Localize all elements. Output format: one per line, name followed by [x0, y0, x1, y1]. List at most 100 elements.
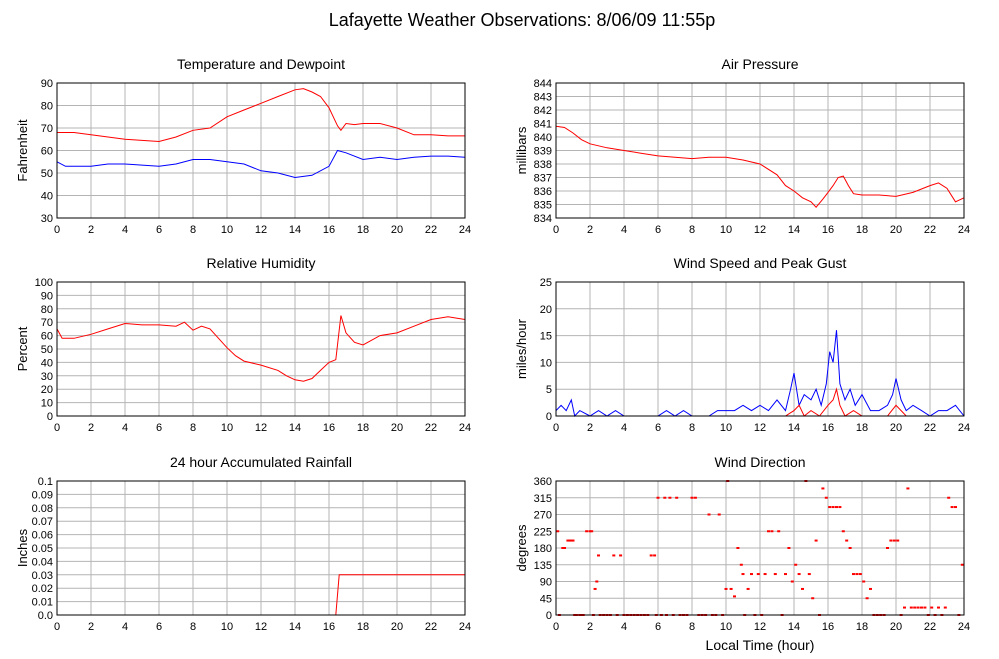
data-point	[741, 573, 745, 576]
y-axis-label: millibars	[514, 126, 529, 174]
data-point	[886, 547, 889, 549]
y-tick-label: 0.0	[38, 610, 53, 622]
x-tick-label: 20	[391, 224, 403, 236]
y-tick-label: 40	[41, 191, 53, 203]
y-tick-label: 225	[534, 526, 552, 538]
data-point	[828, 506, 832, 509]
y-axis-label: Inches	[15, 528, 30, 567]
x-tick-label: 20	[391, 621, 403, 633]
data-point	[763, 573, 767, 576]
y-tick-label: 70	[41, 123, 53, 135]
plot-frame	[555, 480, 965, 616]
x-tick-label: 2	[88, 422, 94, 434]
x-tick-label: 10	[221, 224, 233, 236]
y-tick-label: 843	[534, 92, 552, 104]
data-point	[923, 606, 927, 609]
x-tick-label: 24	[459, 621, 471, 633]
y-axis-label: degrees	[514, 524, 529, 571]
y-tick-label: 270	[534, 510, 552, 522]
series-line-1	[556, 387, 964, 417]
data-point	[649, 554, 653, 557]
x-tick-label: 10	[221, 422, 233, 434]
y-tick-label: 0.06	[32, 530, 53, 542]
y-tick-label: 837	[534, 173, 552, 185]
data-point	[892, 539, 896, 542]
data-point	[717, 513, 721, 516]
x-tick-label: 24	[958, 224, 970, 236]
y-tick-label: 90	[41, 78, 53, 90]
x-tick-label: 16	[822, 621, 834, 633]
data-point	[773, 573, 777, 576]
data-point	[724, 587, 728, 590]
x-tick-label: 2	[88, 224, 94, 236]
chart-panel-5: 0 2 4 6 8 10 12 14 16 18 20 22 240459013518022527031…	[514, 454, 970, 633]
chart-panel-1: 0 2 4 6 8 10 12 14 16 18 20 22 248348358368378388398…	[514, 56, 970, 236]
y-tick-label: 0.03	[32, 570, 53, 582]
panel-title: Temperature and Dewpoint	[177, 56, 345, 72]
panel-title: Wind Speed and Peak Gust	[674, 255, 847, 271]
series-line-0	[555, 125, 965, 208]
data-point	[794, 563, 798, 566]
y-tick-label: 838	[534, 159, 552, 171]
y-axis-label: Percent	[15, 326, 30, 371]
x-tick-label: 2	[587, 422, 593, 434]
x-tick-label: 6	[156, 621, 162, 633]
data-point	[690, 496, 694, 499]
x-tick-label: 12	[255, 422, 267, 434]
panel-title: Relative Humidity	[207, 255, 316, 271]
data-point	[568, 539, 572, 542]
y-tick-label: 90	[41, 290, 53, 302]
x-tick-label: 12	[754, 621, 766, 633]
x-tick-label: 18	[856, 422, 868, 434]
x-tick-label: 4	[122, 621, 128, 633]
x-tick-label: 18	[856, 224, 868, 236]
x-tick-label: 4	[122, 224, 128, 236]
y-tick-label: 70	[41, 317, 53, 329]
data-point	[838, 506, 842, 509]
y-tick-label: 315	[534, 493, 552, 505]
x-tick-label: 6	[655, 621, 661, 633]
y-tick-label: 50	[41, 344, 53, 356]
series-line-0	[57, 88, 465, 143]
y-tick-label: 0	[546, 610, 552, 622]
x-tick-label: 8	[689, 621, 695, 633]
data-point	[909, 606, 913, 609]
y-tick-label: 15	[540, 331, 552, 343]
x-tick-label: 4	[122, 422, 128, 434]
x-tick-label: 22	[425, 422, 437, 434]
y-tick-label: 40	[41, 357, 53, 369]
chart-panel-0: 0 2 4 6 8 10 12 14 16 18 20 22 2430405060708090Tempe…	[15, 56, 471, 236]
x-tick-label: 20	[890, 224, 902, 236]
data-point	[821, 487, 825, 490]
y-tick-label: 25	[540, 277, 552, 289]
y-tick-label: 90	[540, 577, 552, 589]
x-tick-label: 24	[958, 422, 970, 434]
x-tick-label: 22	[924, 224, 936, 236]
y-tick-label: 835	[534, 200, 552, 212]
data-point	[848, 547, 852, 549]
x-tick-label: 14	[289, 621, 301, 633]
x-tick-label: 18	[357, 621, 369, 633]
data-point	[790, 580, 794, 583]
x-tick-label: 2	[587, 224, 593, 236]
y-axis-label: Fahrenheit	[15, 119, 30, 182]
x-tick-label: 4	[621, 224, 627, 236]
data-point	[595, 580, 599, 583]
data-point	[801, 587, 804, 590]
y-tick-label: 0.08	[32, 503, 53, 515]
x-tick-label: 8	[689, 422, 695, 434]
data-point	[729, 587, 733, 590]
data-point	[566, 539, 570, 542]
panel-title: Wind Direction	[714, 454, 805, 470]
data-point	[739, 563, 743, 566]
y-tick-label: 60	[41, 146, 53, 158]
x-tick-label: 16	[822, 224, 834, 236]
data-point	[855, 573, 859, 576]
x-tick-label: 14	[788, 422, 800, 434]
x-tick-label: 2	[587, 621, 593, 633]
data-point	[668, 496, 672, 499]
x-tick-label: 14	[788, 224, 800, 236]
x-tick-label: 24	[958, 621, 970, 633]
y-tick-label: 10	[41, 398, 53, 410]
